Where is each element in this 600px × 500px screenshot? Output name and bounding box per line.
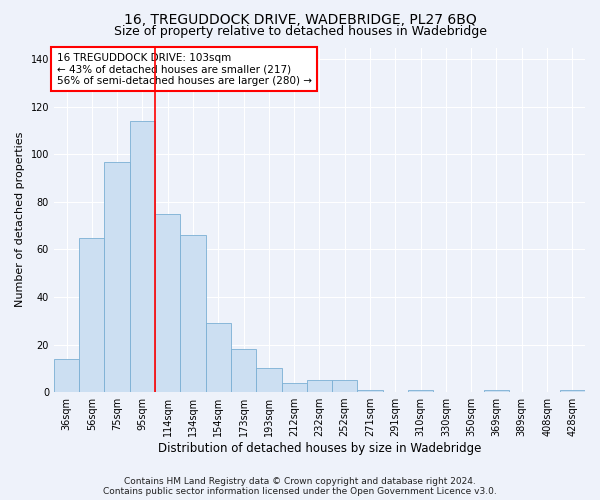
Text: Size of property relative to detached houses in Wadebridge: Size of property relative to detached ho… <box>113 25 487 38</box>
Y-axis label: Number of detached properties: Number of detached properties <box>15 132 25 308</box>
Bar <box>181 235 206 392</box>
Bar <box>206 323 231 392</box>
Bar <box>332 380 358 392</box>
Bar <box>155 214 181 392</box>
Bar <box>560 390 585 392</box>
X-axis label: Distribution of detached houses by size in Wadebridge: Distribution of detached houses by size … <box>158 442 481 455</box>
Bar <box>307 380 332 392</box>
Bar <box>484 390 509 392</box>
Bar <box>54 359 79 392</box>
Bar <box>231 350 256 392</box>
Bar <box>79 238 104 392</box>
Bar <box>256 368 281 392</box>
Text: 16 TREGUDDOCK DRIVE: 103sqm
← 43% of detached houses are smaller (217)
56% of se: 16 TREGUDDOCK DRIVE: 103sqm ← 43% of det… <box>56 52 311 86</box>
Bar <box>281 382 307 392</box>
Text: 16, TREGUDDOCK DRIVE, WADEBRIDGE, PL27 6BQ: 16, TREGUDDOCK DRIVE, WADEBRIDGE, PL27 6… <box>124 12 476 26</box>
Bar <box>358 390 383 392</box>
Bar <box>408 390 433 392</box>
Bar <box>104 162 130 392</box>
Text: Contains HM Land Registry data © Crown copyright and database right 2024.
Contai: Contains HM Land Registry data © Crown c… <box>103 476 497 496</box>
Bar <box>130 121 155 392</box>
